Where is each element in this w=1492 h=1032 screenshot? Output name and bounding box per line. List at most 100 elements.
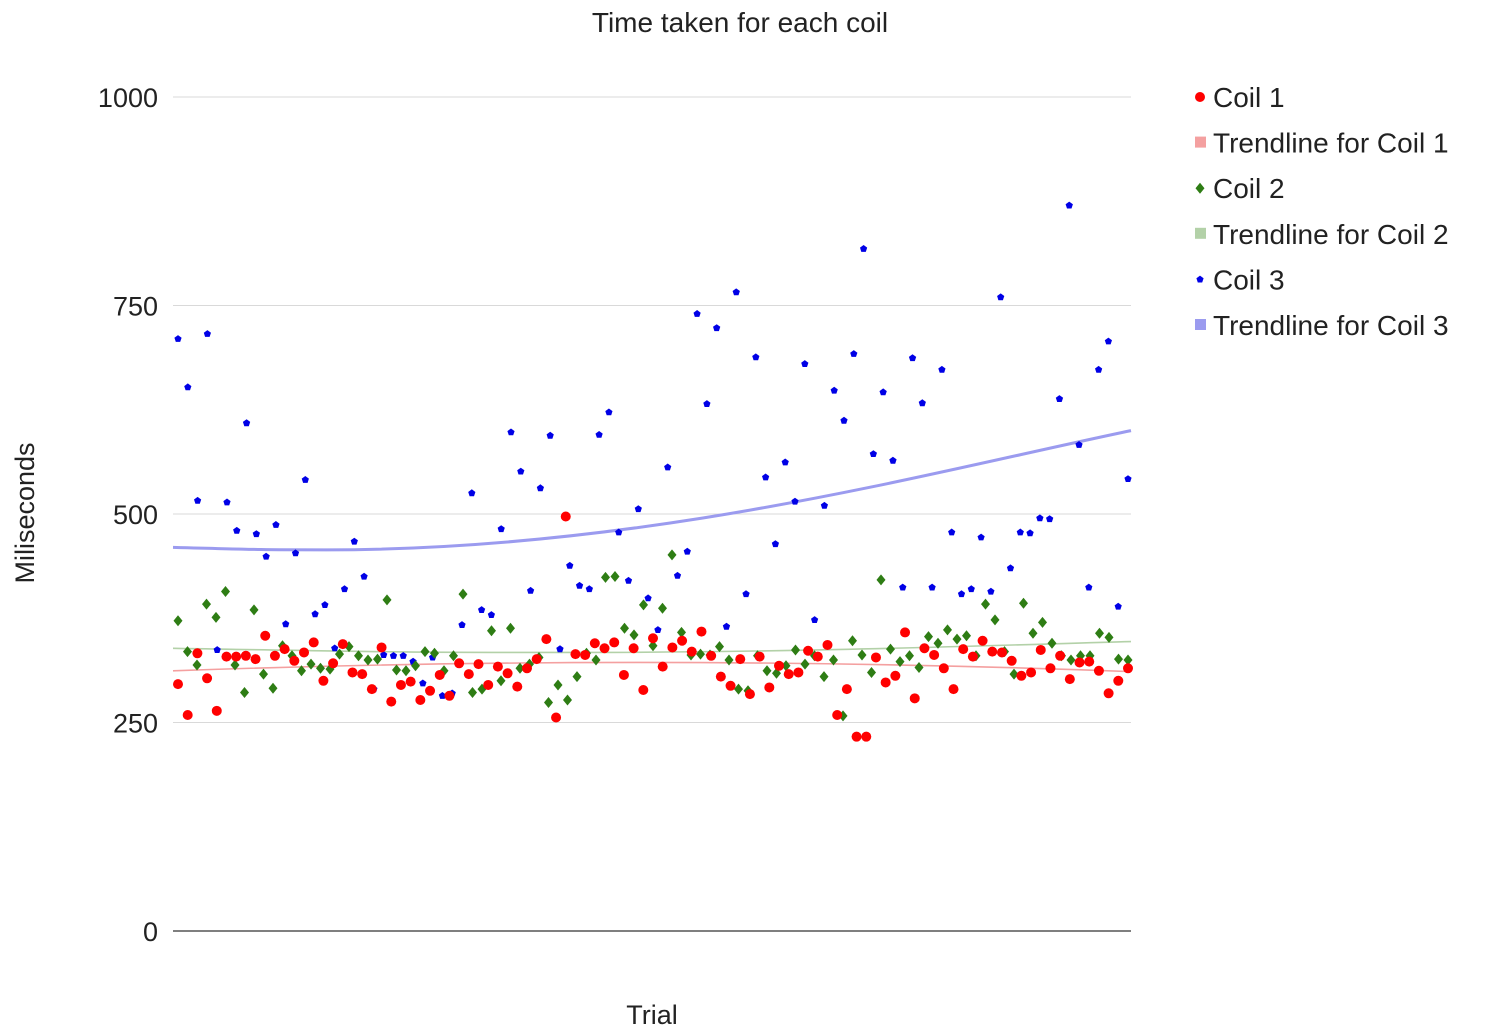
data-point xyxy=(517,467,525,475)
data-point xyxy=(879,388,887,396)
data-point xyxy=(589,638,600,649)
data-point xyxy=(771,540,779,548)
data-point xyxy=(202,673,213,684)
data-point xyxy=(664,463,672,471)
data-point xyxy=(732,288,740,296)
data-point xyxy=(544,696,553,708)
data-point xyxy=(473,659,484,670)
data-point xyxy=(673,571,682,579)
data-point xyxy=(541,634,552,645)
data-point xyxy=(560,511,571,522)
data-point xyxy=(299,647,310,658)
data-point xyxy=(1036,514,1044,522)
data-point xyxy=(1006,564,1015,572)
data-point xyxy=(914,661,924,673)
data-point xyxy=(1114,602,1122,610)
data-point xyxy=(221,586,230,598)
y-axis-ticks: 0 250 500 750 1000 xyxy=(98,83,158,947)
data-point xyxy=(458,588,468,600)
data-point xyxy=(192,659,202,671)
data-point xyxy=(556,645,564,653)
data-point xyxy=(715,671,726,682)
data-point xyxy=(250,654,261,665)
legend-swatch xyxy=(1195,227,1206,239)
data-point xyxy=(595,431,603,438)
data-point xyxy=(693,310,701,317)
data-point xyxy=(996,647,1007,658)
data-point xyxy=(686,646,697,657)
data-point xyxy=(373,653,382,665)
data-point xyxy=(301,476,309,483)
data-point xyxy=(658,602,667,614)
data-point xyxy=(492,661,503,672)
data-point xyxy=(531,654,542,665)
data-point xyxy=(696,648,705,660)
legend-label: Trendline for Coil 3 xyxy=(1213,310,1449,341)
data-point xyxy=(392,664,401,676)
data-point xyxy=(230,659,240,671)
data-point xyxy=(1055,650,1066,661)
legend-swatch xyxy=(1195,92,1205,102)
data-point xyxy=(354,650,363,662)
data-point xyxy=(943,624,952,636)
data-point xyxy=(434,669,445,680)
data-point xyxy=(415,694,426,705)
data-point xyxy=(478,606,486,613)
data-point xyxy=(483,679,494,690)
data-point xyxy=(203,330,211,337)
data-point xyxy=(722,622,731,630)
data-point xyxy=(1046,515,1054,523)
data-point xyxy=(919,643,930,654)
data-point xyxy=(908,354,917,362)
data-point xyxy=(609,637,620,648)
data-point xyxy=(1103,688,1114,699)
data-point xyxy=(430,647,439,659)
data-point xyxy=(1006,655,1017,666)
data-point xyxy=(468,489,476,497)
data-point xyxy=(202,598,211,610)
data-point xyxy=(851,731,862,742)
data-point xyxy=(1104,337,1112,345)
data-point xyxy=(591,654,601,666)
data-point xyxy=(654,626,662,633)
data-point xyxy=(918,399,926,407)
data-point xyxy=(395,679,406,690)
data-point xyxy=(249,604,259,616)
data-point xyxy=(624,576,633,584)
data-point xyxy=(648,640,658,652)
y-axis-title: Miliseconds xyxy=(10,442,40,583)
data-point xyxy=(269,650,280,661)
data-point xyxy=(783,669,794,680)
data-point xyxy=(1066,654,1076,666)
data-point xyxy=(173,615,183,627)
data-point xyxy=(781,660,791,672)
data-point xyxy=(233,526,241,534)
data-point xyxy=(754,651,765,662)
data-point xyxy=(860,245,868,252)
data-point xyxy=(507,428,515,436)
data-point xyxy=(713,324,721,332)
data-point xyxy=(820,501,828,509)
data-point xyxy=(260,630,271,641)
data-point xyxy=(1113,675,1124,686)
data-point xyxy=(967,651,978,662)
trendline xyxy=(172,429,1132,552)
data-point xyxy=(667,549,677,561)
data-point xyxy=(347,667,358,678)
data-point xyxy=(977,635,988,646)
data-point xyxy=(987,646,998,657)
data-point xyxy=(857,649,867,661)
data-point xyxy=(1123,654,1133,666)
data-point xyxy=(781,458,789,466)
data-point xyxy=(211,611,221,623)
data-point xyxy=(905,650,914,662)
data-point xyxy=(774,660,785,671)
data-point xyxy=(173,679,183,690)
data-point xyxy=(1093,665,1104,676)
data-point xyxy=(496,675,506,687)
data-point xyxy=(958,644,969,655)
data-point xyxy=(1064,674,1075,685)
data-point xyxy=(337,639,348,650)
data-point xyxy=(620,622,629,634)
y-tick-label: 750 xyxy=(113,292,158,322)
